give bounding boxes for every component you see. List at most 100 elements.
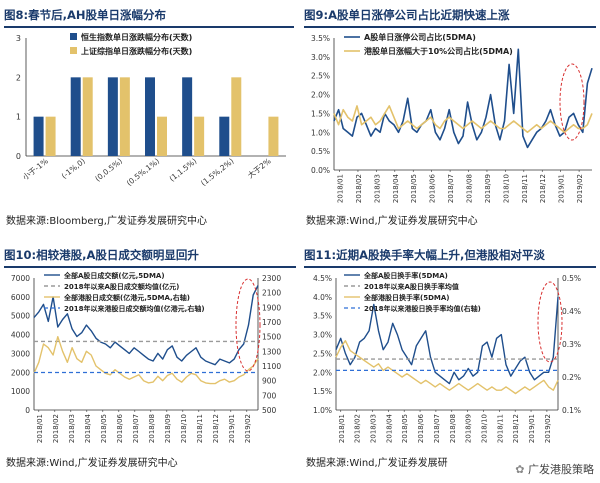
y2-tick-label: 0.1%	[562, 406, 581, 415]
y-tick-label: 4.5%	[313, 274, 332, 283]
y-tick-label: 0	[16, 152, 21, 161]
series-line	[333, 105, 593, 134]
x-tick-label: 2018/09	[465, 414, 473, 443]
y2-tick-label: 500	[262, 406, 277, 415]
y-tick-label: 4.0%	[313, 293, 332, 302]
x-tick-label: 2018/10	[480, 414, 488, 443]
x-tick-label: 小于-1%	[21, 156, 50, 181]
fig10-chart: 0 1000 2000 3000 4000 5000 6000 7000 500 700 900 11…	[11, 271, 281, 443]
x-tick-label: 2018/08	[148, 414, 156, 443]
y-tick-label: 7000	[11, 274, 30, 283]
y-tick-label: 2.0%	[313, 368, 332, 377]
y2-tick-label: 0.2%	[562, 373, 581, 382]
fig10-number: 图10:	[4, 248, 37, 262]
x-tick-label: 2018/06	[116, 413, 124, 443]
legend-label: 2018年以来港股日换手率均值(右轴)	[364, 304, 481, 313]
y2-tick-label: 0.4%	[562, 307, 581, 316]
fig11-number: 图11:	[304, 248, 337, 262]
y-tick-label: 5000	[11, 312, 30, 321]
y-tick-label: 6000	[11, 293, 30, 302]
x-tick-label: 2018/04	[385, 413, 393, 443]
series-line	[333, 48, 593, 149]
legend-label: 恒生指数单日涨跌幅分布(天数)	[81, 32, 192, 42]
y-tick-label: 3.0%	[313, 331, 332, 340]
legend-label: 2018年以来港股日成交额均值(亿港元,右轴)	[64, 304, 205, 313]
y2-tick-label: 700	[262, 391, 277, 400]
legend-label: 全部A股日成交额(亿元,5DMA)	[63, 271, 165, 280]
bar	[182, 77, 193, 156]
bar	[157, 116, 167, 156]
bar	[268, 116, 279, 156]
y2-tick-label: 0.3%	[562, 340, 581, 349]
x-tick-label: (-1%,0)	[60, 156, 87, 180]
x-tick-label: 2018/06	[429, 173, 437, 203]
panel-fig9: 图9:A股单日涨停公司占比近期快速上涨 0.0% 0.5% 1.0% 1.5% 2.0%…	[304, 4, 596, 232]
legend-label: 全部港股日成交额(亿港元,5DMA,右轴)	[63, 293, 190, 302]
x-tick-label: 2018/11	[196, 414, 204, 443]
bar	[219, 116, 230, 156]
bar	[45, 116, 56, 156]
fig11-rule	[304, 266, 596, 268]
x-tick-label: (0,0.5%)	[93, 156, 124, 183]
fig11-source: 数据来源:Wind,广发证券发展研	[306, 458, 448, 469]
x-tick-label: 2018/05	[401, 414, 409, 443]
fig10-title-text: 相较港股,A股日成交额明显回升	[36, 248, 199, 262]
x-tick-label: 2018/02	[354, 414, 362, 443]
y-tick-label: 1.5%	[313, 387, 332, 396]
legend-label: 全部A股日换手率(5DMA)	[363, 271, 448, 280]
y2-tick-label: 1700	[262, 318, 281, 327]
y-tick-label: 3	[16, 34, 21, 43]
panel-fig10: 图10:相较港股,A股日成交额明显回升 0 1000 2000 3000 4000 500…	[4, 244, 296, 479]
fig9-number: 图9:	[304, 8, 329, 22]
legend-label: 全部港股日换手率(5DMA)	[363, 293, 449, 302]
x-tick-label: 2018/12	[539, 174, 547, 203]
legend-label: 上证综指单日涨跌幅分布(天数)	[81, 46, 192, 56]
legend-label: 港股单日涨幅大于10%公司占比(5DMA)	[364, 46, 513, 56]
y-tick-label: 1000	[11, 387, 30, 396]
y-tick-label: 2.5%	[313, 349, 332, 358]
bar	[107, 77, 118, 156]
y-tick-label: 2.5%	[311, 72, 330, 81]
y-tick-label: 0.5%	[311, 147, 330, 156]
x-tick-label: 2018/10	[502, 174, 510, 203]
panel-fig8: 图8:春节后,AH股单日涨幅分布 0 1 2 3 小于-1% (-1%,0) (0,0.5%…	[4, 4, 294, 232]
y-tick-label: 2	[16, 73, 21, 82]
legend-label: 2018年以来A股日成交额均值(亿元)	[64, 282, 179, 291]
panel-fig11: 图11:近期A股换手率大幅上升,但港股相对平淡 1.0% 1.5% 2.0% 2.5%…	[304, 244, 596, 479]
legend-swatch	[70, 33, 77, 40]
x-tick-label: (1.5%,2%)	[199, 156, 235, 187]
legend-label: A股单日涨停公司占比(5DMA)	[364, 32, 476, 42]
y-tick-label: 2.0%	[311, 91, 330, 100]
y2-tick-label: 2100	[262, 289, 281, 298]
x-tick-label: 2018/02	[52, 414, 60, 443]
x-tick-label: 2018/01	[338, 414, 346, 443]
y2-tick-label: 2300	[262, 274, 281, 283]
y-tick-label: 1.5%	[311, 109, 330, 118]
fig9-source: 数据来源:Wind,广发证券发展研究中心	[306, 216, 478, 227]
fig11-chart: 1.0% 1.5% 2.0% 2.5% 3.0% 3.5% 4.0% 4.5% 0.1% 0.2%…	[313, 271, 581, 443]
x-tick-label: 2018/03	[369, 414, 377, 443]
fig8-source: 数据来源:Bloomberg,广发证券发展研究中心	[6, 216, 207, 227]
x-tick-label: 2019/01	[558, 174, 566, 203]
highlight-ellipse	[537, 281, 563, 363]
bar	[33, 116, 44, 156]
x-tick-label: 2018/09	[484, 174, 492, 203]
fig10-source: 数据来源:Wind,广发证券发展研究中心	[6, 458, 178, 469]
fig8-number: 图8:	[4, 8, 29, 22]
fig8-title: 图8:春节后,AH股单日涨幅分布	[4, 4, 166, 26]
x-tick-label: (1,1.5%)	[168, 156, 199, 183]
x-tick-label: 2018/03	[373, 174, 381, 203]
fig9-rule	[304, 26, 596, 28]
x-tick-label: 2018/11	[496, 414, 504, 443]
y-tick-label: 0.0%	[311, 166, 330, 175]
fig11-title-text: 近期A股换手率大幅上升,但港股相对平淡	[336, 248, 545, 262]
x-tick-label: 2018/11	[521, 174, 529, 203]
highlight-ellipse	[559, 63, 585, 141]
y2-tick-label: 1500	[262, 333, 281, 342]
series-line	[33, 335, 259, 385]
series-line	[335, 296, 559, 385]
bar	[145, 77, 155, 156]
fig8-rule	[4, 26, 294, 28]
x-tick-label: 2018/07	[132, 414, 140, 443]
fig11-title: 图11:近期A股换手率大幅上升,但港股相对平淡	[304, 244, 545, 266]
